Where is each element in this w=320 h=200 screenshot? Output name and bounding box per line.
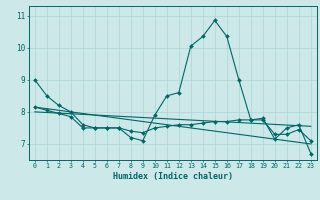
X-axis label: Humidex (Indice chaleur): Humidex (Indice chaleur) — [113, 172, 233, 181]
